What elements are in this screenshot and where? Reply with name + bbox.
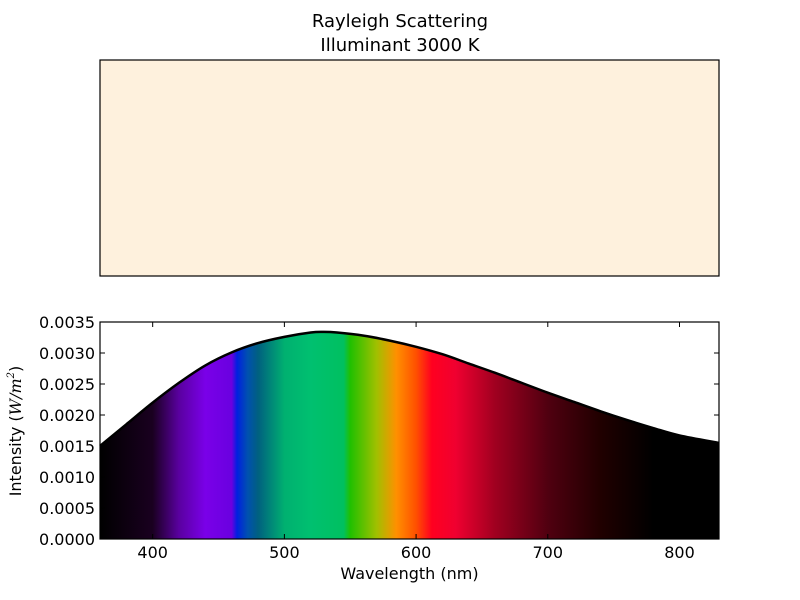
y-axis-label-close: ) [6,366,25,372]
intensity-curve [99,330,720,447]
spectrum-axes: 400 500 600 700 800 0.0000 0.0005 0.0010 0.0015 0… [39,313,720,562]
y-tick-label: 0.0020 [39,406,95,425]
y-axis-label-exponent: 2 [6,372,17,379]
x-tick-label: 600 [401,543,432,562]
y-tick-label: 0.0030 [39,344,95,363]
y-tick-label: 0.0005 [39,499,95,518]
y-axis-label-unit: W/m [6,378,25,415]
y-axis-label-text: Intensity ( [6,415,25,496]
axes-frame [99,321,720,540]
x-tick-label: 400 [137,543,168,562]
y-tick-label: 0.0010 [39,468,95,487]
spectrum-area [100,331,719,539]
y-axis-label: Intensity (W/m2) [6,366,25,497]
y-tick-label: 0.0035 [39,313,95,332]
y-tick-label: 0.0015 [39,437,95,456]
y-tick-label: 0.0025 [39,375,95,394]
x-axis-label: Wavelength (nm) [340,564,478,583]
chart-subtitle: Illuminant 3000 K [320,35,480,56]
y-tick-label: 0.0000 [39,530,95,549]
illuminant-color-swatch [99,59,720,277]
x-tick-label: 700 [533,543,564,562]
x-tick-label: 500 [269,543,300,562]
x-tick-label: 800 [664,543,695,562]
chart-title: Rayleigh Scattering [311,11,489,32]
